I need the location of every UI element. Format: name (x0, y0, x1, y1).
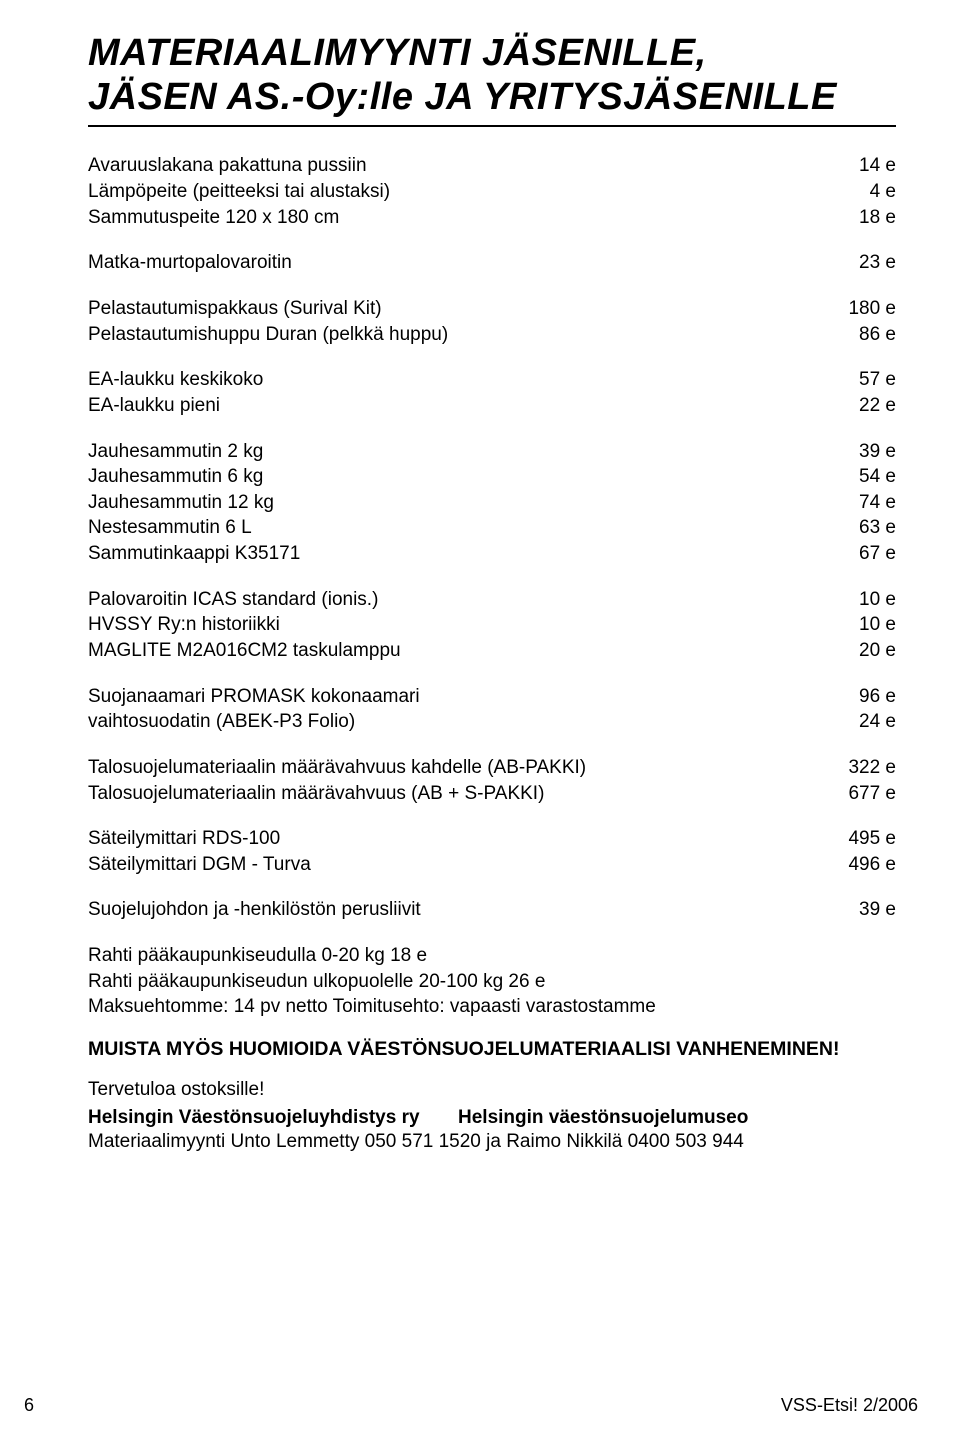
price-row: Pelastautumispakkaus (Surival Kit)180 e (88, 296, 896, 322)
price-label: MAGLITE M2A016CM2 taskulamppu (88, 638, 839, 664)
price-label: Matka-murtopalovaroitin (88, 250, 839, 276)
price-row: Palovaroitin ICAS standard (ionis.)10 e (88, 587, 896, 613)
price-value: 57 e (839, 367, 896, 393)
price-value: 24 e (839, 709, 896, 735)
price-row: Nestesammutin 6 L63 e (88, 515, 896, 541)
reminder-line: MUISTA MYÖS HUOMIOIDA VÄESTÖNSUOJELUMATE… (88, 1038, 896, 1061)
price-value: 39 e (839, 897, 896, 923)
price-label: Suojanaamari PROMASK kokonaamari (88, 684, 839, 710)
price-row: Avaruuslakana pakattuna pussiin14 e (88, 153, 896, 179)
price-label: Jauhesammutin 12 kg (88, 490, 839, 516)
price-group: Suojanaamari PROMASK kokonaamari96 evaih… (88, 684, 896, 735)
price-label: Nestesammutin 6 L (88, 515, 839, 541)
price-label: Pelastautumispakkaus (Surival Kit) (88, 296, 828, 322)
price-value: 10 e (839, 612, 896, 638)
price-row: Suojelujohdon ja -henkilöstön perusliivi… (88, 897, 896, 923)
price-label: EA-laukku pieni (88, 393, 839, 419)
price-label: Säteilymittari RDS-100 (88, 826, 828, 852)
price-group: Jauhesammutin 2 kg39 eJauhesammutin 6 kg… (88, 439, 896, 567)
price-group: Säteilymittari RDS-100495 eSäteilymittar… (88, 826, 896, 877)
price-group: Pelastautumispakkaus (Surival Kit)180 eP… (88, 296, 896, 347)
title-line-1: MATERIAALIMYYNTI JÄSENILLE, (88, 32, 707, 74)
price-value: 14 e (839, 153, 896, 179)
price-label: Talosuojelumateriaalin määrävahvuus kahd… (88, 755, 828, 781)
price-label: Suojelujohdon ja -henkilöstön perusliivi… (88, 897, 839, 923)
footer-page-number: 6 (24, 1395, 34, 1416)
price-label: Sammutuspeite 120 x 180 cm (88, 205, 839, 231)
price-value: 39 e (839, 439, 896, 465)
price-value: 677 e (828, 781, 896, 807)
price-row: Matka-murtopalovaroitin23 e (88, 250, 896, 276)
price-label: Talosuojelumateriaalin määrävahvuus (AB … (88, 781, 828, 807)
price-value: 180 e (828, 296, 896, 322)
title-rule (88, 125, 896, 127)
price-value: 63 e (839, 515, 896, 541)
contact-line: Materiaalimyynti Unto Lemmetty 050 571 1… (88, 1131, 896, 1153)
shipping-line: Rahti pääkaupunkiseudun ulkopuolelle 20-… (88, 969, 896, 995)
shipping-line: Maksuehtomme: 14 pv netto Toimitusehto: … (88, 994, 896, 1020)
price-value: 495 e (828, 826, 896, 852)
price-row: MAGLITE M2A016CM2 taskulamppu20 e (88, 638, 896, 664)
price-row: HVSSY Ry:n historiikki10 e (88, 612, 896, 638)
price-value: 18 e (839, 205, 896, 231)
price-row: Pelastautumishuppu Duran (pelkkä huppu)8… (88, 322, 896, 348)
price-row: Jauhesammutin 2 kg39 e (88, 439, 896, 465)
price-row: Suojanaamari PROMASK kokonaamari96 e (88, 684, 896, 710)
price-value: 96 e (839, 684, 896, 710)
price-label: Sammutinkaappi K35171 (88, 541, 839, 567)
page: MATERIAALIMYYNTI JÄSENILLE, JÄSEN AS.-Oy… (0, 0, 960, 1438)
price-label: EA-laukku keskikoko (88, 367, 839, 393)
price-label: Säteilymittari DGM - Turva (88, 852, 828, 878)
price-group: Suojelujohdon ja -henkilöstön perusliivi… (88, 897, 896, 923)
price-value: 54 e (839, 464, 896, 490)
price-row: EA-laukku pieni22 e (88, 393, 896, 419)
price-value: 322 e (828, 755, 896, 781)
price-row: Jauhesammutin 12 kg74 e (88, 490, 896, 516)
price-label: Palovaroitin ICAS standard (ionis.) (88, 587, 839, 613)
price-row: vaihtosuodatin (ABEK-P3 Folio)24 e (88, 709, 896, 735)
shipping-terms: Rahti pääkaupunkiseudulla 0-20 kg 18 eRa… (88, 943, 896, 1020)
price-row: Lämpöpeite (peitteeksi tai alustaksi)4 e (88, 179, 896, 205)
price-value: 20 e (839, 638, 896, 664)
price-value: 86 e (839, 322, 896, 348)
page-footer: 6 VSS-Etsi! 2/2006 (24, 1395, 918, 1416)
price-value: 496 e (828, 852, 896, 878)
price-label: HVSSY Ry:n historiikki (88, 612, 839, 638)
price-row: EA-laukku keskikoko57 e (88, 367, 896, 393)
org-row: Helsingin Väestönsuojeluyhdistys ry Hels… (88, 1105, 896, 1131)
price-value: 10 e (839, 587, 896, 613)
org-left: Helsingin Väestönsuojeluyhdistys ry (88, 1105, 458, 1131)
price-value: 4 e (850, 179, 896, 205)
page-title: MATERIAALIMYYNTI JÄSENILLE, JÄSEN AS.-Oy… (88, 32, 896, 119)
price-row: Jauhesammutin 6 kg54 e (88, 464, 896, 490)
price-label: Lämpöpeite (peitteeksi tai alustaksi) (88, 179, 850, 205)
price-row: Säteilymittari RDS-100495 e (88, 826, 896, 852)
price-label: Jauhesammutin 2 kg (88, 439, 839, 465)
org-right: Helsingin väestönsuojelumuseo (458, 1105, 896, 1131)
price-value: 67 e (839, 541, 896, 567)
price-label: vaihtosuodatin (ABEK-P3 Folio) (88, 709, 839, 735)
price-group: Matka-murtopalovaroitin23 e (88, 250, 896, 276)
price-row: Talosuojelumateriaalin määrävahvuus (AB … (88, 781, 896, 807)
price-value: 22 e (839, 393, 896, 419)
shipping-line: Rahti pääkaupunkiseudulla 0-20 kg 18 e (88, 943, 896, 969)
price-value: 74 e (839, 490, 896, 516)
price-label: Pelastautumishuppu Duran (pelkkä huppu) (88, 322, 839, 348)
welcome-line: Tervetuloa ostoksille! (88, 1079, 896, 1101)
price-row: Sammutinkaappi K3517167 e (88, 541, 896, 567)
price-list: Avaruuslakana pakattuna pussiin14 eLämpö… (88, 153, 896, 923)
price-group: EA-laukku keskikoko57 eEA-laukku pieni22… (88, 367, 896, 418)
price-value: 23 e (839, 250, 896, 276)
price-group: Avaruuslakana pakattuna pussiin14 eLämpö… (88, 153, 896, 230)
price-row: Säteilymittari DGM - Turva496 e (88, 852, 896, 878)
title-line-2: JÄSEN AS.-Oy:lle JA YRITYSJÄSENILLE (88, 76, 837, 118)
price-label: Jauhesammutin 6 kg (88, 464, 839, 490)
footer-doc-id: VSS-Etsi! 2/2006 (781, 1395, 918, 1416)
price-label: Avaruuslakana pakattuna pussiin (88, 153, 839, 179)
price-row: Sammutuspeite 120 x 180 cm18 e (88, 205, 896, 231)
price-group: Palovaroitin ICAS standard (ionis.)10 eH… (88, 587, 896, 664)
price-group: Talosuojelumateriaalin määrävahvuus kahd… (88, 755, 896, 806)
price-row: Talosuojelumateriaalin määrävahvuus kahd… (88, 755, 896, 781)
